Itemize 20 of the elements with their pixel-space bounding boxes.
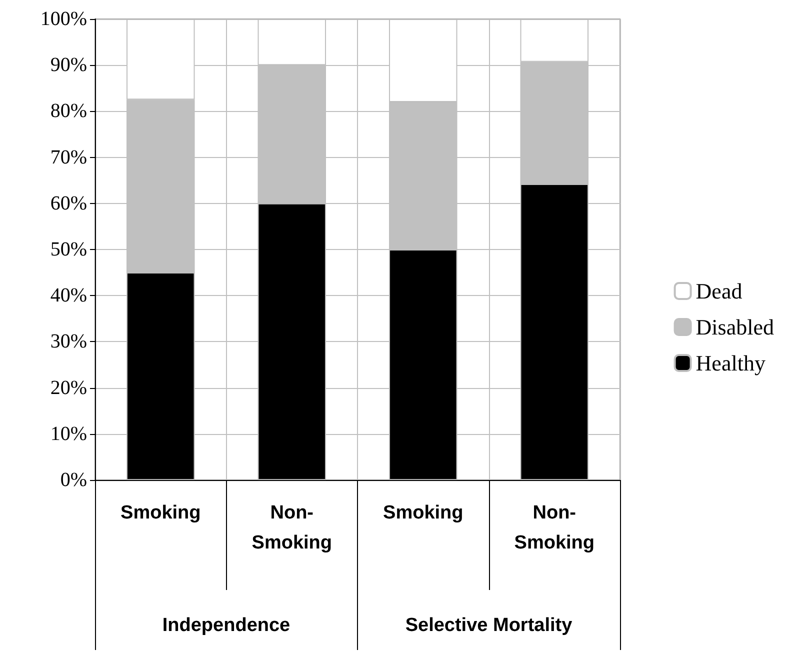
y-tick-label: 40% bbox=[50, 284, 87, 307]
y-tick-label: 80% bbox=[50, 100, 87, 122]
x-tick-label: Smoking bbox=[383, 502, 464, 524]
y-tick-label: 100% bbox=[40, 8, 87, 30]
x-tick-label: Non-Smoking bbox=[252, 502, 332, 554]
y-tick-label: 70% bbox=[50, 146, 87, 168]
x-tick-label: Non-Smoking bbox=[514, 502, 594, 554]
y-tick-label: 20% bbox=[50, 376, 87, 399]
text: Selective Mortality bbox=[405, 615, 573, 636]
legend-label: Dead bbox=[696, 278, 742, 304]
text: Independence bbox=[162, 615, 290, 636]
x-tick-label: Smoking bbox=[120, 502, 201, 524]
y-tick-label: 30% bbox=[50, 330, 87, 353]
y-tick-label: 60% bbox=[50, 192, 87, 214]
legend-label: Disabled bbox=[696, 314, 774, 340]
y-tick-label: 50% bbox=[50, 238, 87, 260]
y-tick-label: 10% bbox=[50, 422, 87, 445]
y-tick-label: 0% bbox=[60, 469, 87, 491]
legend-label: Healthy bbox=[696, 350, 766, 376]
y-tick-label: 90% bbox=[50, 54, 87, 76]
